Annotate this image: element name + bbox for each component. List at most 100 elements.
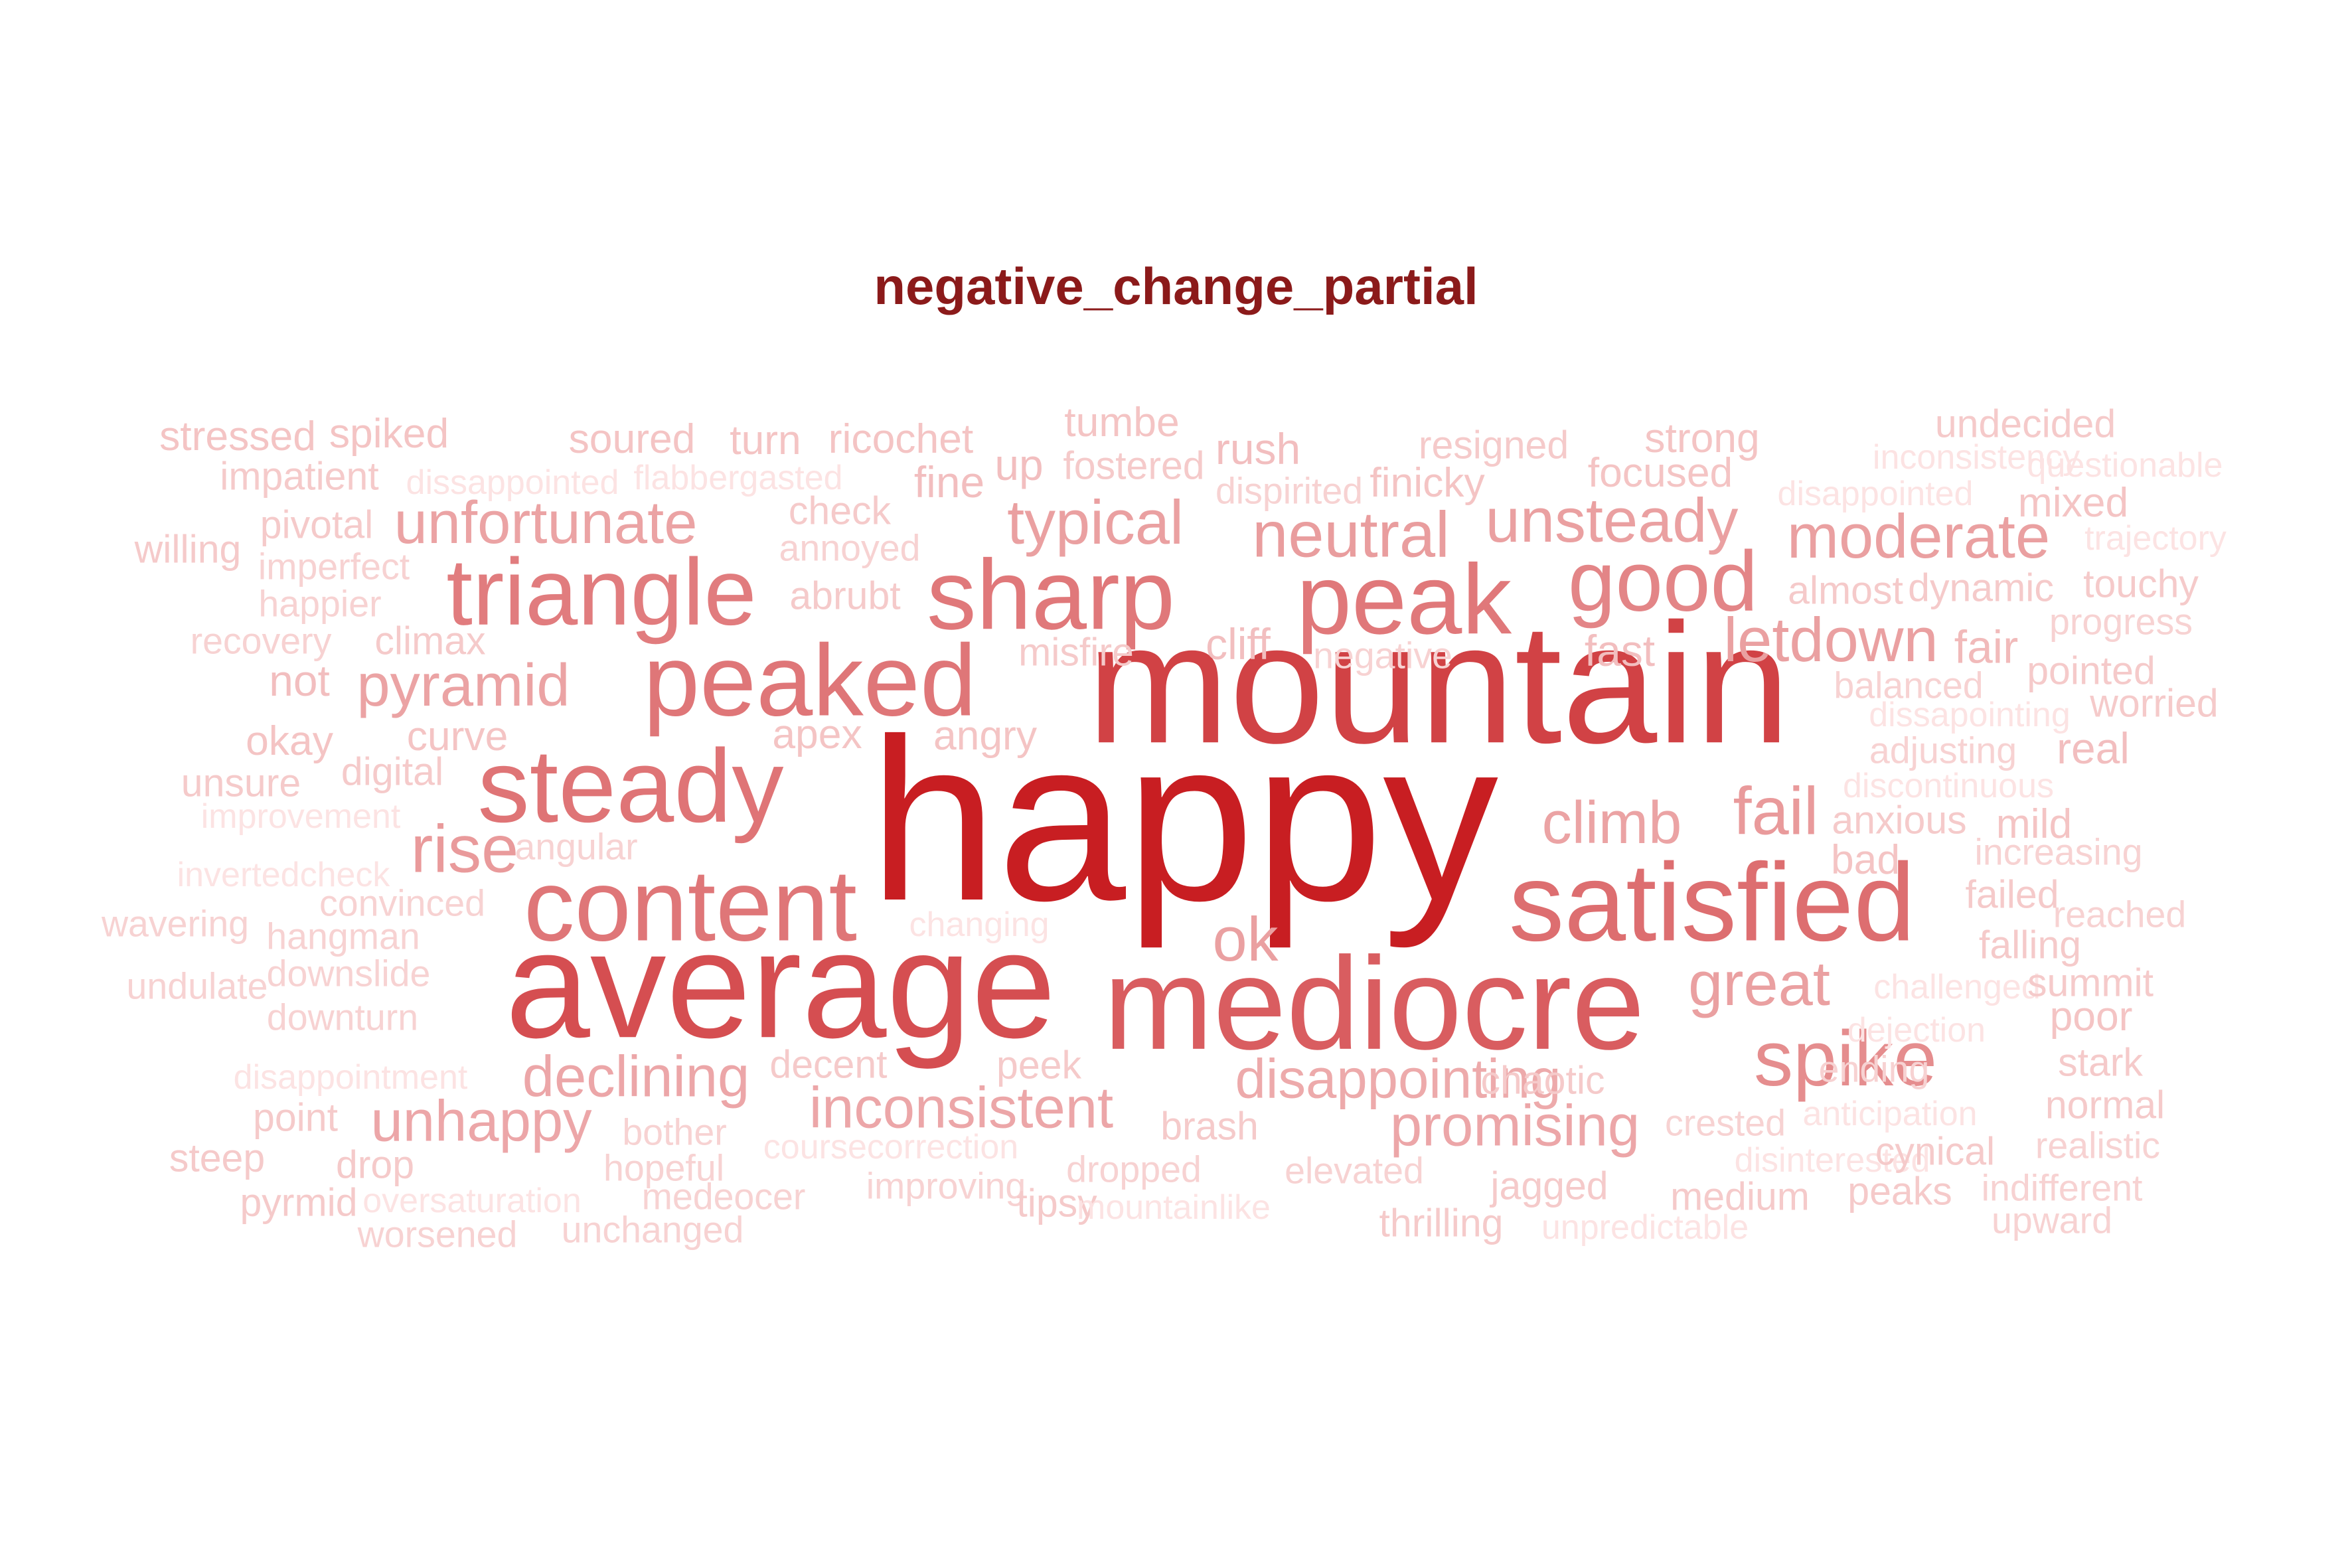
word-willing: willing (134, 527, 242, 572)
word-changing: changing (909, 905, 1050, 944)
word-not: not (269, 656, 330, 706)
word-dissapointing: dissapointing (1869, 696, 2071, 734)
word-reached: reached (2053, 894, 2187, 935)
word-falling: falling (1978, 923, 2082, 967)
word-disappointing: disappointing (1235, 1048, 1561, 1110)
word-increasing: increasing (1974, 831, 2143, 873)
word-cliff: cliff (1206, 619, 1271, 669)
word-unchanged: unchanged (561, 1209, 744, 1251)
word-imperfect: imperfect (258, 546, 410, 588)
word-disappointed: disappointed (1777, 475, 1974, 513)
word-recovery: recovery (190, 620, 332, 662)
word-good: good (1567, 534, 1759, 629)
word-indifferent: indifferent (1981, 1167, 2143, 1209)
word-mild: mild (1996, 801, 2073, 847)
word-fair: fair (1954, 621, 2019, 673)
word-dejection: dejection (1847, 1011, 1986, 1050)
word-spike: spike (1754, 1014, 1937, 1103)
word-great: great (1688, 949, 1830, 1019)
word-realistic: realistic (2035, 1125, 2161, 1166)
word-fine: fine (913, 457, 985, 507)
word-turn: turn (730, 417, 801, 463)
word-upward: upward (1991, 1200, 2113, 1241)
chart-title: negative_change_partial (874, 257, 1478, 315)
word-strong: strong (1644, 415, 1760, 461)
word-anticipation: anticipation (1802, 1095, 1978, 1133)
word-hangman: hangman (266, 915, 420, 957)
word-flabbergasted: flabbergasted (633, 459, 843, 497)
word-up: up (994, 440, 1044, 490)
word-summit: summit (2027, 961, 2154, 1005)
word-happier: happier (258, 583, 382, 625)
word-soured: soured (568, 416, 696, 462)
word-disinterested: disinterested (1734, 1141, 1930, 1180)
word-point: point (253, 1095, 338, 1140)
word-stressed: stressed (159, 413, 316, 459)
word-focused: focused (1587, 449, 1733, 496)
word-declining: declining (522, 1044, 750, 1109)
word-brash: brash (1160, 1104, 1259, 1148)
word-poor: poor (2049, 993, 2133, 1040)
word-hopeful: hopeful (603, 1147, 725, 1189)
word-bad: bad (1830, 836, 1901, 883)
word-medeocer: medeocer (641, 1176, 806, 1217)
word-sharp: sharp (927, 539, 1175, 651)
word-okay: okay (246, 718, 333, 764)
word-letdown: letdown (1723, 605, 1938, 675)
word-curve: curve (406, 713, 509, 759)
word-fostered: fostered (1063, 443, 1205, 488)
word-abrubt: abrubt (789, 574, 901, 618)
word-impatient: impatient (220, 454, 379, 499)
word-climax: climax (374, 619, 486, 663)
word-coursecorrection: coursecorrection (763, 1128, 1019, 1166)
word-ricochet: ricochet (828, 416, 974, 462)
word-anxious: anxious (1832, 798, 1967, 842)
word-mediocre: mediocre (1103, 929, 1645, 1077)
word-triangle: triangle (446, 539, 757, 645)
word-failed: failed (1965, 872, 2059, 917)
word-rush: rush (1215, 424, 1301, 474)
word-moderate: moderate (1786, 501, 2051, 572)
word-thrilling: thrilling (1379, 1201, 1504, 1245)
word-pivotal: pivotal (260, 503, 374, 547)
word-balanced: balanced (1834, 665, 1984, 706)
word-digital: digital (341, 749, 444, 794)
word-peak: peak (1296, 544, 1512, 655)
word-misfire: misfire (1018, 630, 1134, 674)
word-decent: decent (769, 1042, 888, 1087)
word-mountain: mountain (1087, 588, 1790, 779)
word-real: real (2057, 724, 2130, 773)
word-happy: happy (868, 690, 1499, 949)
word-unsteady: unsteady (1485, 485, 1739, 556)
word-peek: peek (996, 1043, 1081, 1087)
word-unpredictable: unpredictable (1541, 1208, 1749, 1247)
word-fail: fail (1733, 774, 1819, 849)
word-progress: progress (2049, 601, 2193, 643)
word-worsened: worsened (357, 1214, 518, 1255)
word-negative: negative (1313, 635, 1452, 676)
word-elevated: elevated (1285, 1150, 1424, 1192)
word-content: content (524, 848, 857, 963)
word-bother: bother (622, 1111, 727, 1153)
word-angular: angular (514, 826, 638, 868)
word-adjusting: adjusting (1869, 730, 2017, 771)
word-chaotic: chaotic (1480, 1058, 1605, 1103)
word-wavering: wavering (101, 903, 250, 945)
word-steady: steady (477, 728, 784, 844)
word-dispirited: dispirited (1215, 470, 1364, 512)
word-convinced: convinced (319, 882, 485, 924)
word-unhappy: unhappy (370, 1089, 592, 1154)
word-stark: stark (2058, 1040, 2143, 1085)
word-annoyed: annoyed (779, 527, 921, 569)
word-satisfied: satisfied (1508, 840, 1916, 965)
word-apex: apex (772, 711, 862, 757)
word-pyrmid: pyrmid (240, 1180, 358, 1225)
word-dropped: dropped (1066, 1148, 1202, 1190)
word-tumbe: tumbe (1064, 399, 1180, 445)
word-trajectory: trajectory (2084, 519, 2227, 558)
word-resigned: resigned (1418, 423, 1569, 467)
word-promising: promising (1389, 1093, 1640, 1158)
word-pyramid: pyramid (356, 651, 570, 719)
word-ok: ok (1212, 904, 1279, 975)
